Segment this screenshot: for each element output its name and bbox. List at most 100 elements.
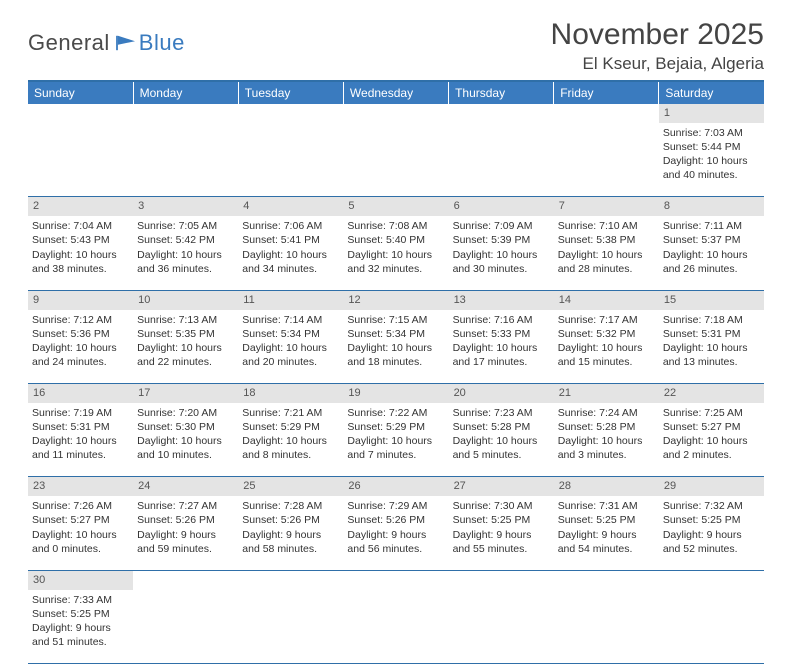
day-info-line: Daylight: 10 hours and 10 minutes. <box>137 434 234 462</box>
weekday-header: Tuesday <box>238 81 343 104</box>
day-number-cell: 6 <box>449 197 554 216</box>
weekday-header: Friday <box>554 81 659 104</box>
daynum-row: 1 <box>28 104 764 123</box>
day-info-line: Daylight: 10 hours and 34 minutes. <box>242 248 339 276</box>
day-number-cell <box>343 104 448 123</box>
day-info-line: Sunrise: 7:29 AM <box>347 499 444 513</box>
day-info-line: Sunset: 5:43 PM <box>32 233 129 247</box>
day-info-line: Sunset: 5:28 PM <box>558 420 655 434</box>
day-info-line: Sunrise: 7:30 AM <box>453 499 550 513</box>
day-info-cell: Sunrise: 7:06 AMSunset: 5:41 PMDaylight:… <box>238 216 343 290</box>
day-info-line: Daylight: 10 hours and 28 minutes. <box>558 248 655 276</box>
day-info-line: Daylight: 10 hours and 13 minutes. <box>663 341 760 369</box>
day-info-line: Daylight: 10 hours and 11 minutes. <box>32 434 129 462</box>
day-info-cell <box>343 590 448 664</box>
daynum-row: 2345678 <box>28 197 764 216</box>
day-info-line: Sunset: 5:44 PM <box>663 140 760 154</box>
day-info-row: Sunrise: 7:19 AMSunset: 5:31 PMDaylight:… <box>28 403 764 477</box>
day-info-cell: Sunrise: 7:14 AMSunset: 5:34 PMDaylight:… <box>238 310 343 384</box>
day-info-cell: Sunrise: 7:25 AMSunset: 5:27 PMDaylight:… <box>659 403 764 477</box>
day-info-line: Daylight: 10 hours and 2 minutes. <box>663 434 760 462</box>
day-info-line: Daylight: 10 hours and 5 minutes. <box>453 434 550 462</box>
day-info-cell: Sunrise: 7:32 AMSunset: 5:25 PMDaylight:… <box>659 496 764 570</box>
day-number-cell: 25 <box>238 477 343 496</box>
day-info-line: Sunset: 5:37 PM <box>663 233 760 247</box>
title-block: November 2025 El Kseur, Bejaia, Algeria <box>551 18 764 74</box>
day-number-cell: 22 <box>659 384 764 403</box>
day-info-cell: Sunrise: 7:12 AMSunset: 5:36 PMDaylight:… <box>28 310 133 384</box>
day-info-line: Daylight: 9 hours and 58 minutes. <box>242 528 339 556</box>
day-number-cell <box>238 104 343 123</box>
day-info-line: Daylight: 10 hours and 17 minutes. <box>453 341 550 369</box>
day-info-line: Sunset: 5:38 PM <box>558 233 655 247</box>
day-info-line: Sunset: 5:25 PM <box>32 607 129 621</box>
day-info-line: Sunrise: 7:12 AM <box>32 313 129 327</box>
day-info-line: Daylight: 10 hours and 18 minutes. <box>347 341 444 369</box>
day-info-line: Sunrise: 7:05 AM <box>137 219 234 233</box>
day-info-cell: Sunrise: 7:15 AMSunset: 5:34 PMDaylight:… <box>343 310 448 384</box>
day-info-line: Sunset: 5:25 PM <box>558 513 655 527</box>
daynum-row: 9101112131415 <box>28 290 764 309</box>
day-info-line: Sunset: 5:26 PM <box>347 513 444 527</box>
day-number-cell <box>659 570 764 589</box>
day-number-cell: 23 <box>28 477 133 496</box>
day-info-line: Sunrise: 7:21 AM <box>242 406 339 420</box>
day-number-cell: 8 <box>659 197 764 216</box>
location-subtitle: El Kseur, Bejaia, Algeria <box>551 54 764 74</box>
day-info-row: Sunrise: 7:33 AMSunset: 5:25 PMDaylight:… <box>28 590 764 664</box>
day-info-cell: Sunrise: 7:26 AMSunset: 5:27 PMDaylight:… <box>28 496 133 570</box>
day-info-row: Sunrise: 7:04 AMSunset: 5:43 PM Daylight:… <box>28 216 764 290</box>
day-info-line: Sunset: 5:27 PM <box>663 420 760 434</box>
day-number-cell: 16 <box>28 384 133 403</box>
day-info-line: Daylight: 9 hours and 52 minutes. <box>663 528 760 556</box>
day-info-cell: Sunrise: 7:17 AMSunset: 5:32 PMDaylight:… <box>554 310 659 384</box>
day-info-cell: Sunrise: 7:11 AMSunset: 5:37 PMDaylight:… <box>659 216 764 290</box>
day-info-cell: Sunrise: 7:13 AMSunset: 5:35 PMDaylight:… <box>133 310 238 384</box>
day-info-line: Daylight: 9 hours and 55 minutes. <box>453 528 550 556</box>
calendar-table: Sunday Monday Tuesday Wednesday Thursday… <box>28 80 764 664</box>
day-number-cell: 10 <box>133 290 238 309</box>
day-number-cell <box>343 570 448 589</box>
day-info-line: Sunset: 5:28 PM <box>453 420 550 434</box>
logo-text-general: General <box>28 30 110 56</box>
day-info-line: Daylight: 9 hours and 56 minutes. <box>347 528 444 556</box>
day-number-cell <box>238 570 343 589</box>
day-info-line: Sunrise: 7:33 AM <box>32 593 129 607</box>
day-info-line: Sunset: 5:33 PM <box>453 327 550 341</box>
day-info-cell: Sunrise: 7:09 AMSunset: 5:39 PMDaylight:… <box>449 216 554 290</box>
day-info-cell: Sunrise: 7:03 AMSunset: 5:44 PMDaylight:… <box>659 123 764 197</box>
day-number-cell: 4 <box>238 197 343 216</box>
day-number-cell: 7 <box>554 197 659 216</box>
day-info-line: Daylight: 10 hours and 8 minutes. <box>242 434 339 462</box>
day-info-cell: Sunrise: 7:23 AMSunset: 5:28 PMDaylight:… <box>449 403 554 477</box>
day-info-cell <box>449 123 554 197</box>
day-info-line: Sunset: 5:42 PM <box>137 233 234 247</box>
day-info-line: Daylight: 9 hours and 59 minutes. <box>137 528 234 556</box>
day-info-cell: Sunrise: 7:20 AMSunset: 5:30 PMDaylight:… <box>133 403 238 477</box>
day-number-cell <box>449 570 554 589</box>
day-info-line: Sunrise: 7:04 AM <box>32 219 129 233</box>
day-info-line: Sunrise: 7:26 AM <box>32 499 129 513</box>
day-info-line: Daylight: 9 hours and 54 minutes. <box>558 528 655 556</box>
day-number-cell: 11 <box>238 290 343 309</box>
day-info-line: Sunset: 5:29 PM <box>347 420 444 434</box>
day-info-line: Daylight: 10 hours and 22 minutes. <box>137 341 234 369</box>
day-info-line: Sunset: 5:35 PM <box>137 327 234 341</box>
day-number-cell: 24 <box>133 477 238 496</box>
day-number-cell: 30 <box>28 570 133 589</box>
header: General Blue November 2025 El Kseur, Bej… <box>28 18 764 74</box>
day-info-cell: Sunrise: 7:27 AMSunset: 5:26 PMDaylight:… <box>133 496 238 570</box>
day-info-line: Sunrise: 7:32 AM <box>663 499 760 513</box>
day-info-cell: Sunrise: 7:28 AMSunset: 5:26 PMDaylight:… <box>238 496 343 570</box>
day-info-line: Sunset: 5:27 PM <box>32 513 129 527</box>
flag-icon <box>115 34 137 52</box>
day-info-line: Sunset: 5:36 PM <box>32 327 129 341</box>
day-info-line: Daylight: 10 hours and 3 minutes. <box>558 434 655 462</box>
day-info-line: Sunrise: 7:16 AM <box>453 313 550 327</box>
day-number-cell: 19 <box>343 384 448 403</box>
day-info-line: Sunset: 5:26 PM <box>137 513 234 527</box>
day-info-line: Sunrise: 7:22 AM <box>347 406 444 420</box>
daynum-row: 16171819202122 <box>28 384 764 403</box>
day-number-cell: 18 <box>238 384 343 403</box>
day-info-line: Sunrise: 7:28 AM <box>242 499 339 513</box>
